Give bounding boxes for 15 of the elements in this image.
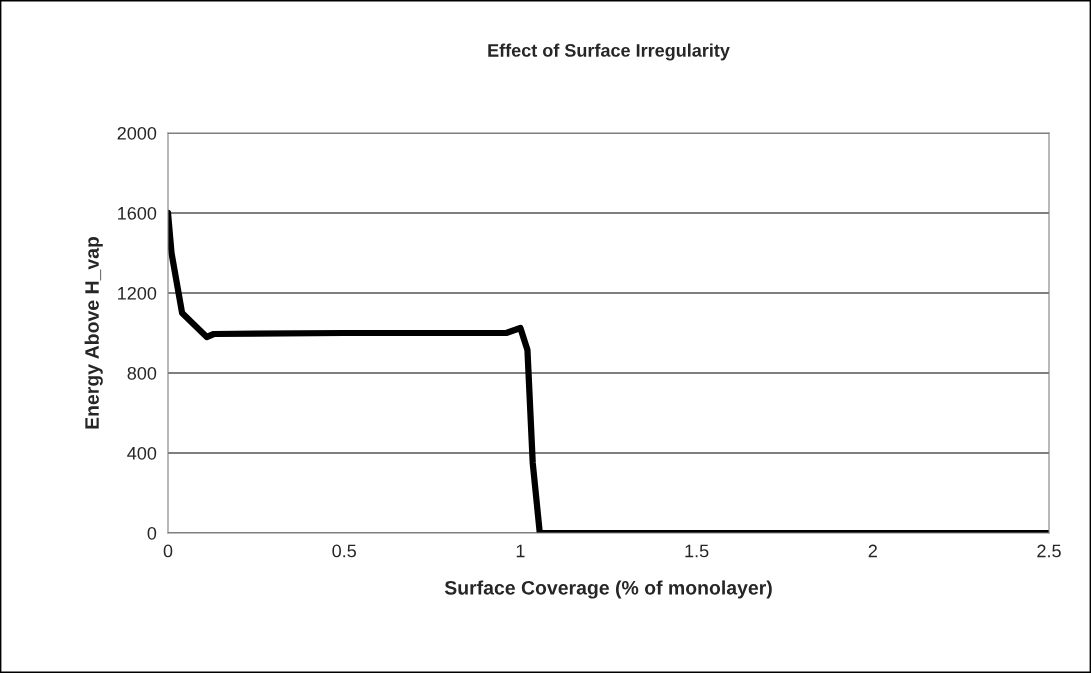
- y-tick-label: 400: [127, 446, 157, 460]
- y-tick-label: 800: [127, 366, 157, 380]
- x-tick-label: 1.5: [685, 544, 709, 558]
- x-tick-label: 0.5: [332, 544, 356, 558]
- x-tick-label: 0: [163, 544, 173, 558]
- y-tick-label: 1200: [118, 286, 157, 300]
- x-tick-label: 2: [868, 544, 877, 558]
- chart-title: Effect of Surface Irregularity: [488, 43, 730, 61]
- y-tick-label: 0: [147, 526, 157, 540]
- x-tick-label: 1: [516, 544, 525, 558]
- x-tick-label: 2.5: [1037, 544, 1061, 558]
- y-axis-title: Energy Above H_vap: [84, 236, 103, 429]
- x-axis-title: Surface Coverage (% of monolayer): [444, 580, 772, 599]
- y-tick-label: 2000: [117, 126, 157, 140]
- y-tick-label: 1600: [118, 206, 157, 220]
